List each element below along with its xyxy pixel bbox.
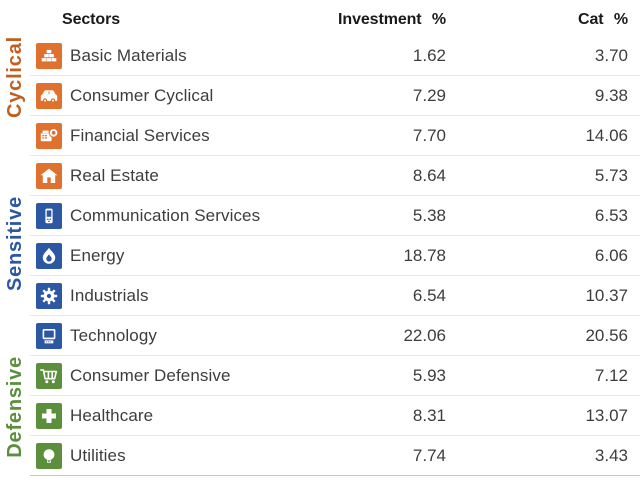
table-row-basic-materials: Basic Materials 1.62 3.70: [30, 36, 640, 76]
table-row-utilities: Utilities 7.74 3.43: [30, 436, 640, 476]
table-row-industrials: Industrials 6.54 10.37: [30, 276, 640, 316]
sector-name: Healthcare: [70, 405, 154, 425]
investment-value: 1.62: [412, 45, 446, 65]
table-row-real-estate: Real Estate 8.64 5.73: [30, 156, 640, 196]
cat-value: 6.53: [594, 205, 628, 225]
cat-value: 7.12: [594, 365, 628, 385]
table-row-communication-services: Communication Services 5.38 6.53: [30, 196, 640, 236]
investment-value: 22.06: [403, 325, 446, 345]
investment-value: 7.74: [412, 445, 446, 465]
sector-name: Consumer Cyclical: [70, 85, 214, 105]
sector-weightings-table: Sectors Investment % Cat % Cyclical Basi…: [0, 0, 640, 476]
sector-name: Utilities: [70, 445, 126, 465]
technology-icon: [36, 322, 62, 349]
healthcare-icon: [36, 402, 62, 429]
group-rail: Cyclical: [0, 36, 30, 196]
sector-name: Industrials: [70, 285, 149, 305]
consumer-cyclical-icon: [36, 82, 62, 109]
cat-value: 3.43: [594, 445, 628, 465]
consumer-defensive-icon: [36, 362, 62, 389]
group-label-sensitive: Sensitive: [4, 196, 26, 292]
sector-name: Energy: [70, 245, 125, 265]
investment-value: 8.31: [412, 405, 446, 425]
sector-name: Consumer Defensive: [70, 365, 231, 385]
sector-name: Basic Materials: [70, 45, 187, 65]
column-header-sectors: Sectors: [62, 10, 120, 28]
table-header: Sectors Investment % Cat %: [0, 0, 640, 36]
table-row-technology: Technology 22.06 20.56: [30, 316, 640, 356]
cat-value: 10.37: [585, 285, 628, 305]
sector-name: Communication Services: [70, 205, 261, 225]
group-rail: Sensitive: [0, 196, 30, 356]
table-row-consumer-cyclical: Consumer Cyclical 7.29 9.38: [30, 76, 640, 116]
cat-value: 20.56: [585, 325, 628, 345]
investment-value: 7.70: [412, 125, 446, 145]
investment-value: 18.78: [403, 245, 446, 265]
table-row-healthcare: Healthcare 8.31 13.07: [30, 396, 640, 436]
cat-value: 6.06: [594, 245, 628, 265]
financial-services-icon: [36, 122, 62, 149]
real-estate-icon: [36, 162, 62, 189]
basic-materials-icon: [36, 42, 62, 69]
table-row-financial-services: Financial Services 7.70 14.06: [30, 116, 640, 156]
cat-value: 9.38: [594, 85, 628, 105]
table-row-consumer-defensive: Consumer Defensive 5.93 7.12: [30, 356, 640, 396]
column-header-investment: Investment %: [338, 10, 446, 28]
investment-value: 8.64: [412, 165, 446, 185]
investment-value: 7.29: [412, 85, 446, 105]
utilities-icon: [36, 442, 62, 469]
industrials-icon: [36, 282, 62, 309]
group-rail: Defensive: [0, 356, 30, 476]
sector-name: Financial Services: [70, 125, 210, 145]
group-label-cyclical: Cyclical: [4, 36, 26, 119]
sector-group-cyclical: Cyclical Basic Materials 1.62 3.70: [0, 36, 640, 196]
sector-group-defensive: Defensive Consumer Defensive 5.93 7.12: [0, 356, 640, 476]
cat-value: 5.73: [594, 165, 628, 185]
cat-value: 13.07: [585, 405, 628, 425]
communication-services-icon: [36, 202, 62, 229]
cat-value: 3.70: [594, 45, 628, 65]
sector-name: Technology: [70, 325, 158, 345]
table-row-energy: Energy 18.78 6.06: [30, 236, 640, 276]
investment-value: 6.54: [412, 285, 446, 305]
sector-name: Real Estate: [70, 165, 159, 185]
sector-group-sensitive: Sensitive Communication Services 5.38 6.…: [0, 196, 640, 356]
investment-value: 5.93: [412, 365, 446, 385]
investment-value: 5.38: [412, 205, 446, 225]
energy-icon: [36, 242, 62, 269]
cat-value: 14.06: [585, 125, 628, 145]
column-header-cat: Cat %: [578, 10, 628, 28]
group-label-defensive: Defensive: [4, 356, 26, 458]
